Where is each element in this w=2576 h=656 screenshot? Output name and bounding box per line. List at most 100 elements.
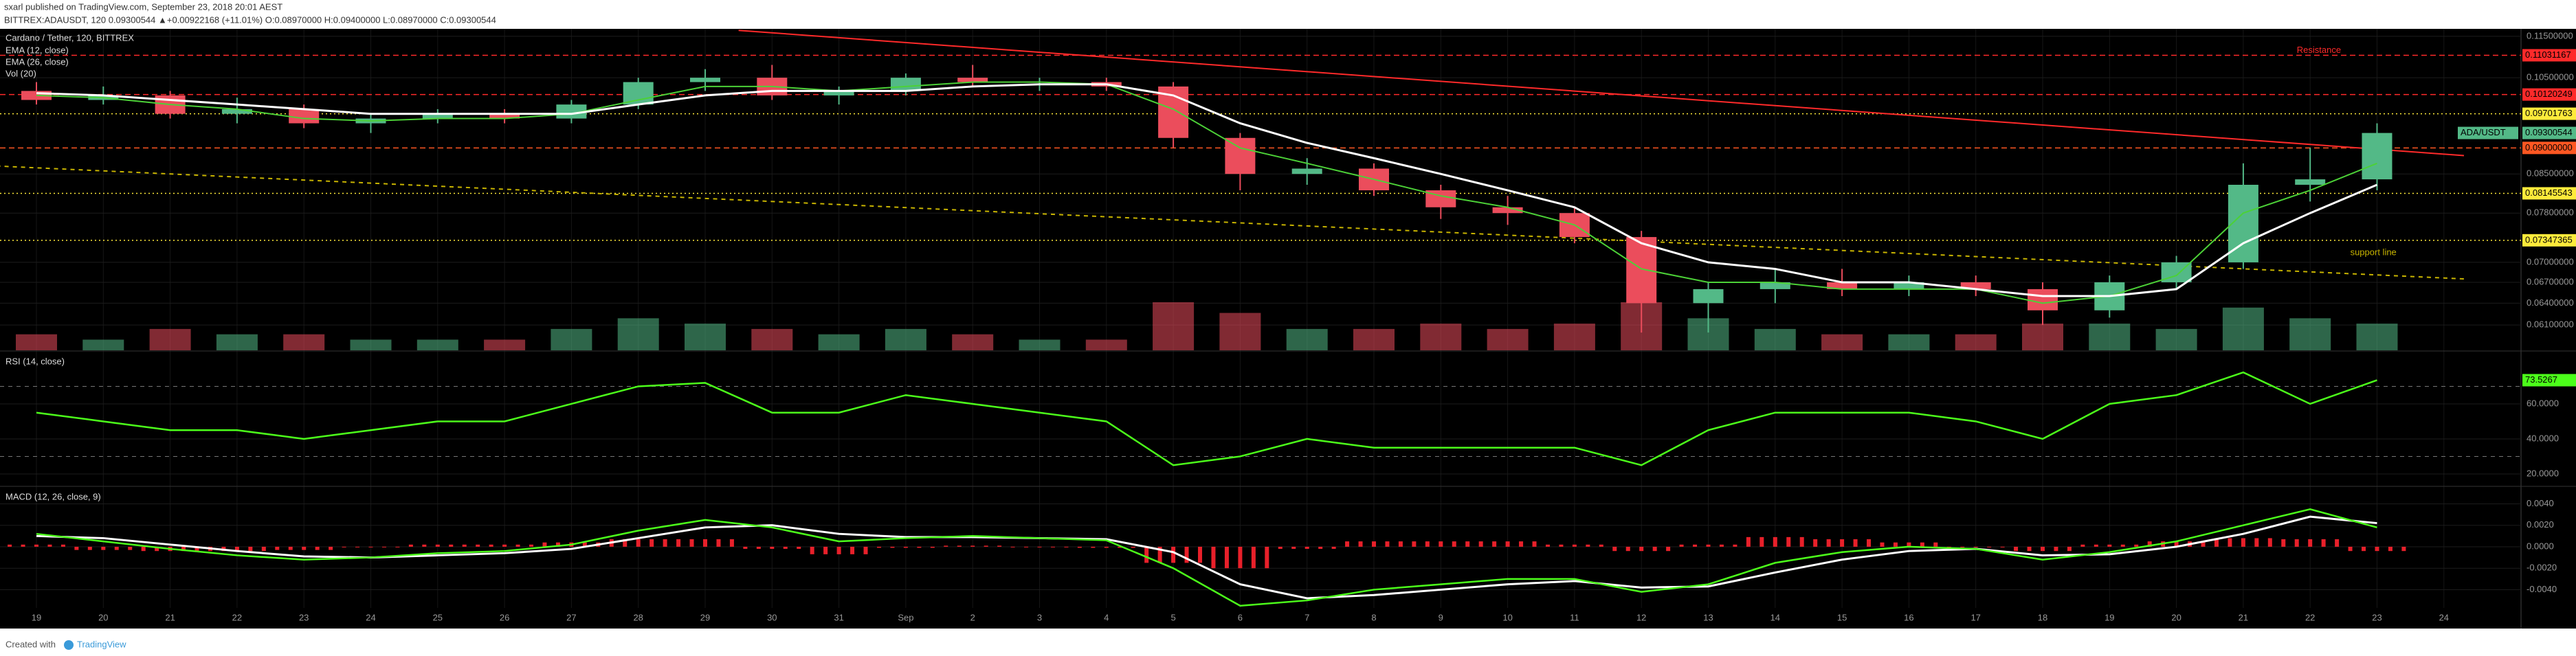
histogram-bar [2321, 539, 2326, 547]
volume-bar [82, 339, 124, 350]
candle-body [1291, 168, 1322, 174]
ema-line [36, 83, 2378, 297]
histogram-bar [689, 539, 694, 547]
histogram-bar [970, 545, 975, 547]
histogram-bar [1492, 541, 1497, 547]
histogram-bar [315, 546, 320, 550]
x-tick-label: 12 [1636, 612, 1646, 622]
histogram-bar [2348, 546, 2353, 552]
candle-body [1960, 282, 1991, 289]
histogram-bar [74, 546, 79, 550]
volume-bar [1487, 328, 1529, 350]
x-tick-label: 8 [1371, 612, 1376, 622]
histogram-bar [2027, 546, 2032, 552]
x-tick-label: 24 [2439, 612, 2449, 622]
x-tick-label: 10 [1502, 612, 1512, 622]
histogram-bar [1759, 536, 1764, 547]
histogram-bar [1867, 539, 1872, 547]
histogram-bar [2335, 539, 2340, 547]
volume-bar [350, 339, 392, 350]
histogram-bar [462, 544, 467, 547]
histogram-bar [2120, 544, 2125, 547]
histogram-bar [502, 544, 507, 547]
price-line-label: 0.09000000 [2525, 142, 2573, 152]
volume-bar [617, 318, 659, 350]
histogram-bar [810, 546, 814, 554]
histogram-bar [1920, 542, 1924, 547]
candle-body [1693, 289, 1724, 304]
histogram-bar [1907, 542, 1911, 547]
histogram-bar [703, 539, 707, 547]
volume-bar [885, 328, 926, 350]
histogram-bar [1184, 546, 1189, 563]
price-line-label-box [2522, 49, 2576, 62]
histogram-bar [1278, 546, 1283, 550]
candle-body [957, 78, 988, 82]
candle-body [221, 109, 252, 114]
histogram-bar [1612, 546, 1617, 552]
histogram-bar [515, 544, 520, 547]
x-tick-label: 21 [2239, 612, 2248, 622]
price-line-label: 0.09701763 [2525, 108, 2573, 118]
histogram-bar [2201, 541, 2206, 547]
volume-bar [2089, 324, 2131, 350]
volume-bar [1153, 302, 1195, 350]
histogram-bar [1345, 541, 1350, 547]
histogram-bar [1679, 544, 1684, 547]
histogram-bar [1452, 541, 1456, 547]
histogram-bar [1733, 544, 1737, 547]
symbol-label: ADA/USDT [2461, 127, 2506, 137]
histogram-bar [261, 546, 266, 552]
histogram-bar [1318, 546, 1323, 550]
histogram-bar [1693, 544, 1698, 547]
histogram-bar [248, 546, 253, 552]
histogram-bar [1157, 546, 1162, 563]
histogram-bar [997, 545, 1002, 547]
histogram-bar [435, 544, 440, 547]
y-tick-label: 0.06400000 [2527, 297, 2574, 308]
x-tick-label: 2 [970, 612, 975, 622]
footer-created: Created with [5, 639, 56, 649]
histogram-bar [542, 542, 547, 547]
histogram-bar [234, 546, 239, 552]
last-price-label-box [2522, 126, 2576, 139]
histogram-bar [1198, 546, 1203, 563]
volume-bar [2222, 307, 2264, 350]
legend-entry: EMA (26, close) [5, 56, 69, 67]
macd-line [36, 508, 2377, 607]
candle-body [1827, 282, 1858, 289]
histogram-bar [155, 546, 159, 552]
histogram-bar [1077, 546, 1082, 548]
histogram-bar [1331, 546, 1336, 550]
y-tick-label: 0.0000 [2527, 541, 2554, 551]
histogram-bar [2134, 544, 2139, 547]
x-tick-label: 18 [2038, 612, 2047, 622]
histogram-bar [1625, 546, 1630, 552]
x-tick-label: 30 [767, 612, 777, 622]
histogram-bar [489, 544, 493, 547]
histogram-bar [729, 539, 734, 547]
chart-background [0, 29, 2576, 629]
volume-bar [2356, 324, 2398, 350]
footer-brand[interactable]: TradingView [77, 639, 126, 649]
histogram-bar [1519, 541, 1524, 547]
histogram-bar [1799, 536, 1804, 547]
x-tick-label: 6 [1238, 612, 1243, 622]
histogram-bar [2308, 539, 2313, 547]
x-tick-label: 20 [98, 612, 108, 622]
histogram-bar [2375, 546, 2379, 552]
histogram-bar [2094, 544, 2098, 547]
histogram-bar [1933, 542, 1938, 547]
histogram-bar [1586, 544, 1590, 547]
volume-bar [1553, 324, 1595, 350]
x-tick-label: 23 [299, 612, 309, 622]
x-tick-label: 21 [165, 612, 175, 622]
histogram-bar [1666, 546, 1671, 552]
histogram-bar [2067, 546, 2072, 552]
rsi-line [36, 371, 2377, 466]
histogram-bar [663, 539, 667, 547]
histogram-bar [529, 544, 534, 547]
histogram-bar [302, 546, 307, 550]
volume-bar [551, 328, 592, 350]
y-tick-label: 0.06700000 [2527, 276, 2574, 286]
